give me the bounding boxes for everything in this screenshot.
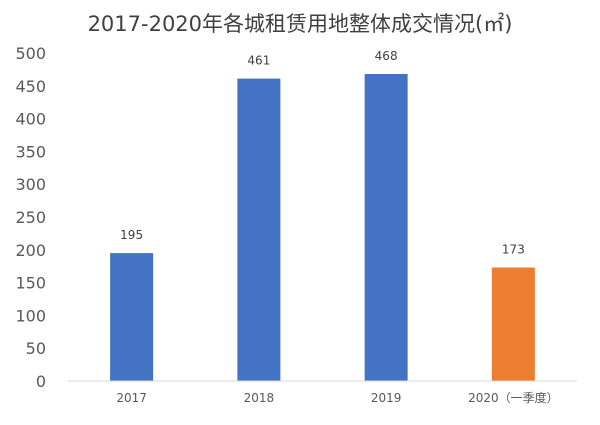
x-axis-tick-labels: 2017 2018 2019 2020（一季度） <box>116 390 558 405</box>
y-tick-label: 100 <box>15 306 46 325</box>
y-tick-label: 200 <box>15 241 46 260</box>
y-tick-label: 250 <box>15 208 46 227</box>
bar-1 <box>237 78 281 382</box>
data-label-3: 173 <box>502 243 525 257</box>
data-label-2: 468 <box>375 49 398 63</box>
y-tick-label: 300 <box>15 175 46 194</box>
chart-title: 2017-2020年各城租赁用地整体成交情况(㎡) <box>87 12 513 36</box>
y-tick-label: 50 <box>26 339 46 358</box>
y-tick-label: 0 <box>36 372 46 391</box>
x-tick-label-2: 2019 <box>371 391 402 405</box>
y-tick-label: 150 <box>15 274 46 293</box>
data-labels: 195 461 468 173 <box>120 49 525 257</box>
bars <box>110 73 535 382</box>
y-tick-label: 450 <box>15 77 46 96</box>
y-tick-label: 350 <box>15 142 46 161</box>
bar-0 <box>110 253 154 381</box>
y-tick-label: 500 <box>15 44 46 63</box>
x-tick-label-1: 2018 <box>244 391 275 405</box>
bar-2 <box>364 73 408 381</box>
y-axis-tick-labels: 0 50 100 150 200 250 300 350 400 450 500 <box>15 44 46 391</box>
bar-3 <box>491 267 535 381</box>
data-label-0: 195 <box>120 228 143 242</box>
x-tick-label-3: 2020（一季度） <box>468 390 559 405</box>
y-tick-label: 400 <box>15 110 46 129</box>
data-label-1: 461 <box>247 54 270 68</box>
x-tick-label-0: 2017 <box>116 391 147 405</box>
